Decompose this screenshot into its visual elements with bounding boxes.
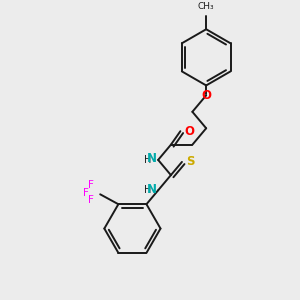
Text: S: S <box>187 155 195 168</box>
Text: O: O <box>185 125 195 138</box>
Text: F: F <box>83 188 89 198</box>
Text: H: H <box>143 155 151 165</box>
Text: CH₃: CH₃ <box>198 2 214 11</box>
Text: N: N <box>146 152 157 165</box>
Text: F: F <box>88 180 94 190</box>
Text: F: F <box>88 195 94 205</box>
Text: N: N <box>146 183 157 196</box>
Text: H: H <box>143 185 151 195</box>
Text: O: O <box>201 89 211 102</box>
